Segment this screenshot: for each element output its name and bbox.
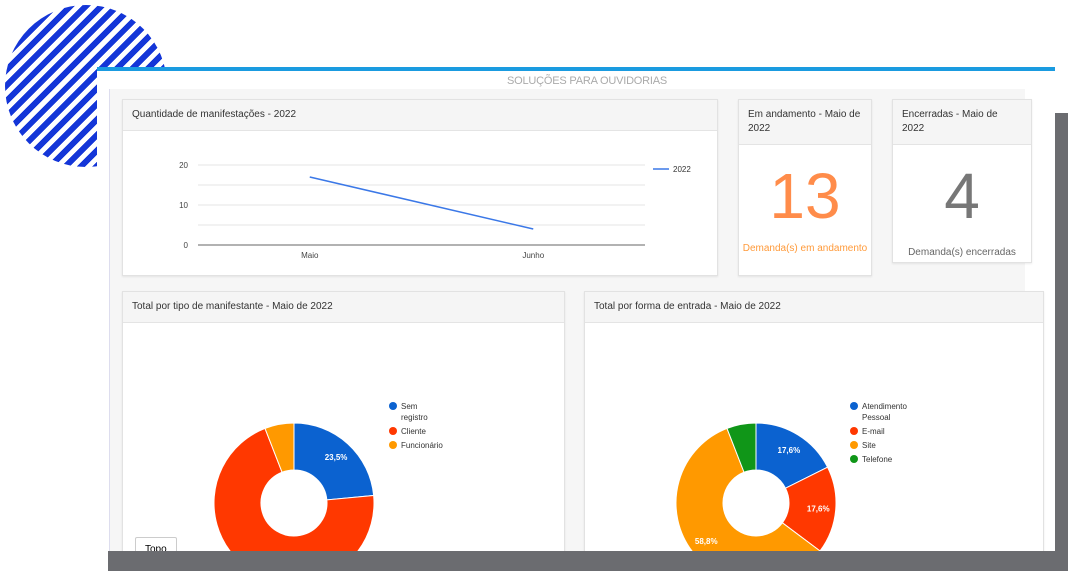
legend-dot (389, 441, 397, 449)
brand-text: SOLUÇÕES PARA OUVIDORIAS (507, 75, 668, 87)
pie-slice-sem-registro (293, 422, 375, 501)
legend-label: E-mail (862, 427, 885, 436)
pie-slice-site (675, 427, 821, 551)
closed-card: Encerradas - Maio de 2022 4 Demanda(s) e… (892, 99, 1032, 263)
in-progress-count: 13 (769, 160, 841, 232)
series-line-2022 (309, 176, 534, 230)
legend-dot (850, 455, 858, 463)
in-progress-caption: Demanda(s) em andamento (742, 243, 868, 254)
card-title: Encerradas - Maio de 2022 (893, 100, 1031, 145)
dashboard-content: Quantidade de manifestações - 2022 0 10 20… (109, 89, 1044, 551)
back-to-top-button[interactable]: Topo (135, 537, 177, 551)
legend-dot (850, 402, 858, 410)
card-title: Quantidade de manifestações - 2022 (123, 100, 717, 131)
legend-dot (389, 427, 397, 435)
legend-label: Funcionário (401, 441, 443, 450)
legend-label: Cliente (401, 427, 426, 436)
legend-dot (389, 402, 397, 410)
card-title: Em andamento - Maio de 2022 (739, 100, 871, 145)
legend-dot (850, 427, 858, 435)
slice-value-label: 58,8% (695, 537, 718, 546)
legend-label: 2022 (673, 165, 691, 174)
x-tick-label: Maio (301, 251, 319, 260)
legend-label: Site (862, 441, 876, 450)
y-tick-label: 0 (184, 241, 189, 250)
closed-caption: Demanda(s) encerradas (908, 247, 1016, 258)
legend-dot (850, 441, 858, 449)
pie-chart-entry: 17,6% 17,6% 58,8% Atendimento Pessoal E-mail S… (675, 402, 907, 551)
line-chart-card: Quantidade de manifestações - 2022 0 10 20… (122, 99, 718, 276)
slice-value-label: 17,6% (778, 446, 801, 455)
y-tick-label: 10 (179, 201, 188, 210)
pie-slice-cliente (213, 427, 375, 551)
card-title: Total por forma de entrada - Maio de 202… (585, 292, 1043, 323)
slice-value-label: 17,6% (807, 505, 830, 514)
legend-label: Sem registro (401, 402, 428, 422)
line-chart: 0 10 20 Maio Junho 2022 (179, 161, 691, 260)
legend-label: Telefone (862, 455, 893, 464)
legend-label: Atendimento Pessoal (862, 402, 907, 422)
dashboard-window: SOLUÇÕES PARA OUVIDORIAS Quantidade de m… (97, 67, 1055, 551)
pie-entry-card: Total por forma de entrada - Maio de 202… (584, 291, 1044, 551)
x-tick-label: Junho (522, 251, 544, 260)
slice-value-label: 23,5% (325, 453, 348, 462)
in-progress-card: Em andamento - Maio de 2022 13 Demanda(s… (738, 99, 872, 276)
pie-manifestant-card: Total por tipo de manifestante - Maio de… (122, 291, 565, 551)
y-tick-label: 20 (179, 161, 188, 170)
pie-slice-funcionário (264, 422, 295, 473)
card-title: Total por tipo de manifestante - Maio de… (123, 292, 564, 323)
pie-slice-telefone (726, 422, 757, 473)
closed-count: 4 (944, 160, 980, 232)
